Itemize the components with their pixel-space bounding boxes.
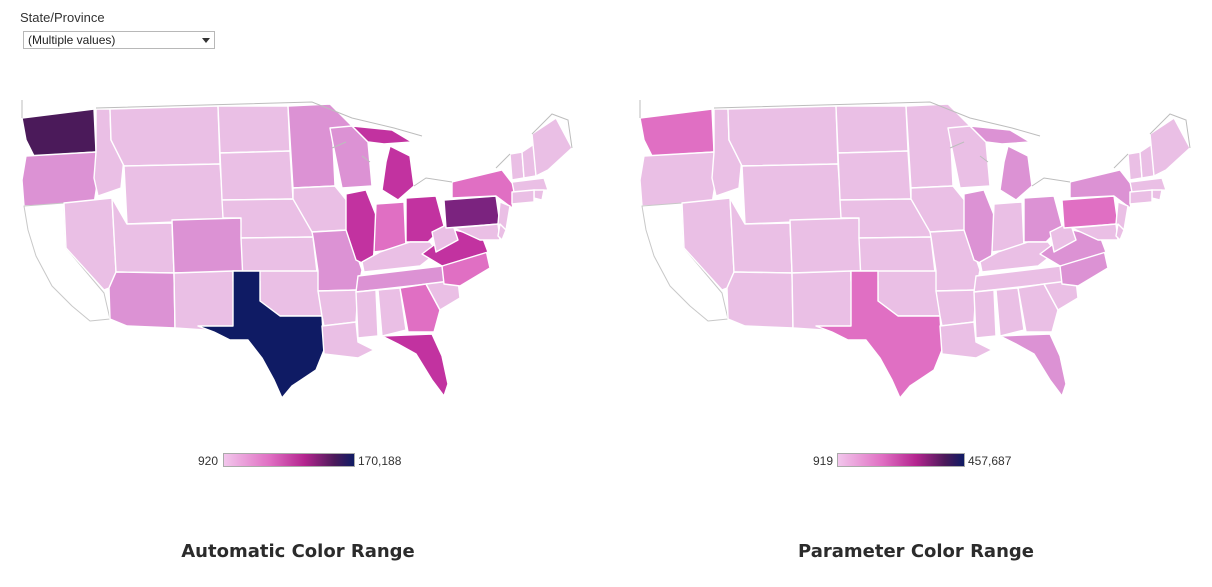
state-nd[interactable] (835, 105, 909, 154)
state-az[interactable] (108, 271, 176, 329)
state-nm[interactable] (173, 270, 235, 333)
state-province-filter: State/Province (Multiple values) (20, 10, 220, 49)
state-ny[interactable] (1069, 169, 1135, 209)
state-al[interactable] (995, 287, 1025, 337)
legend-max-value: 170,188 (358, 454, 402, 468)
automatic-color-range-map[interactable] (12, 90, 582, 420)
state-md[interactable] (453, 223, 501, 241)
dropdown-value: (Multiple values) (28, 33, 116, 47)
state-az[interactable] (726, 271, 794, 329)
legend-gradient-bar (223, 453, 355, 467)
state-ma[interactable] (1129, 177, 1167, 193)
state-ct[interactable] (1129, 189, 1153, 205)
state-mt[interactable] (109, 105, 221, 167)
state-ga[interactable] (399, 283, 441, 333)
state-md[interactable] (1071, 223, 1119, 241)
state-ms[interactable] (973, 289, 997, 339)
legend-min-value: 920 (197, 454, 218, 468)
state-pa[interactable] (1061, 195, 1119, 229)
states-group (21, 103, 573, 399)
state-ri[interactable] (1151, 189, 1163, 201)
state-fl[interactable] (999, 333, 1067, 397)
color-legend-automatic: 920 170,188 (190, 451, 450, 471)
state-ar[interactable] (935, 289, 977, 327)
us-map-automatic[interactable] (12, 90, 582, 420)
chevron-down-icon[interactable] (202, 38, 210, 43)
state-me[interactable] (531, 117, 573, 177)
state-wy[interactable] (741, 163, 843, 225)
states-group (639, 103, 1191, 399)
filter-label: State/Province (20, 10, 105, 25)
state-fl[interactable] (381, 333, 449, 397)
legend-min-value: 919 (812, 454, 833, 468)
state-nm[interactable] (791, 270, 853, 333)
color-legend-parameter: 919 457,687 (808, 451, 1068, 471)
state-wy[interactable] (123, 163, 225, 225)
state-mt[interactable] (727, 105, 839, 167)
state-al[interactable] (377, 287, 407, 337)
canada-border-outline (639, 100, 1191, 187)
state-wa[interactable] (21, 108, 97, 157)
state-sd[interactable] (837, 150, 912, 201)
state-mi[interactable] (351, 125, 415, 201)
state-la[interactable] (321, 321, 375, 359)
state-sd[interactable] (219, 150, 294, 201)
state-co[interactable] (789, 217, 862, 274)
state-pa[interactable] (443, 195, 501, 229)
map-title-parameter: Parameter Color Range (798, 541, 1034, 562)
state-ga[interactable] (1017, 283, 1059, 333)
state-co[interactable] (171, 217, 244, 274)
state-ms[interactable] (355, 289, 379, 339)
state-nd[interactable] (217, 105, 291, 154)
parameter-color-range-map[interactable] (630, 90, 1200, 420)
state-de[interactable] (497, 223, 507, 241)
map-title-automatic: Automatic Color Range (181, 541, 415, 562)
state-or[interactable] (639, 151, 717, 207)
state-ri[interactable] (533, 189, 545, 201)
state-de[interactable] (1115, 223, 1125, 241)
state-ny[interactable] (451, 169, 517, 209)
state-me[interactable] (1149, 117, 1191, 177)
state-la[interactable] (939, 321, 993, 359)
legend-max-value: 457,687 (968, 454, 1012, 468)
state-ct[interactable] (511, 189, 535, 205)
state-tx[interactable] (815, 270, 943, 399)
canada-border-outline (21, 100, 573, 187)
state-ma[interactable] (511, 177, 549, 193)
state-ar[interactable] (317, 289, 359, 327)
legend-gradient-bar (837, 453, 965, 467)
state-or[interactable] (21, 151, 99, 207)
us-map-parameter[interactable] (630, 90, 1200, 420)
state-tx[interactable] (197, 270, 325, 399)
state-province-dropdown[interactable]: (Multiple values) (23, 31, 215, 49)
state-mi[interactable] (969, 125, 1033, 201)
state-wa[interactable] (639, 108, 715, 157)
